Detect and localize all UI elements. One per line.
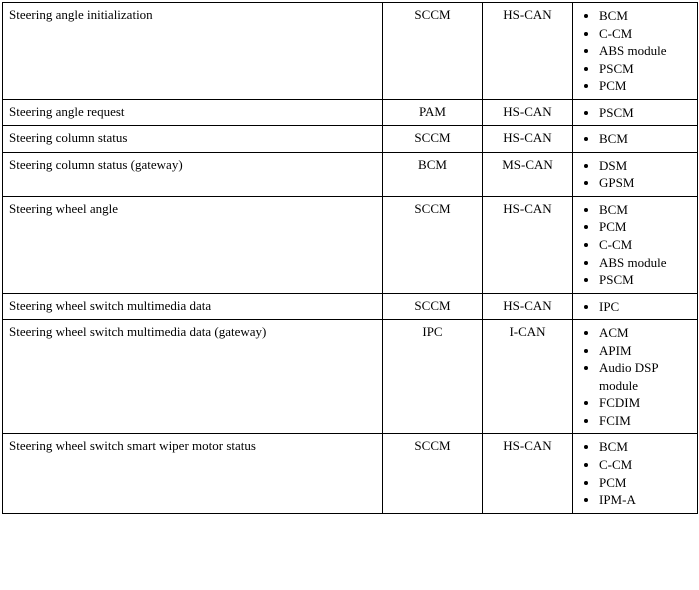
receivers-list: BCMPCMC-CMABS modulePSCM — [583, 201, 691, 289]
bus-cell: HS-CAN — [483, 126, 573, 153]
receivers-list: BCMC-CMPCMIPM-A — [583, 438, 691, 508]
receivers-list: IPC — [583, 298, 691, 316]
receiver-item: FCDIM — [599, 394, 691, 412]
receiver-item: FCIM — [599, 412, 691, 430]
message-cell: Steering column status (gateway) — [3, 152, 383, 196]
bus-cell: HS-CAN — [483, 3, 573, 100]
message-cell: Steering wheel angle — [3, 196, 383, 293]
receiver-item: ABS module — [599, 254, 691, 272]
receivers-list: PSCM — [583, 104, 691, 122]
receivers-cell: BCMC-CMPCMIPM-A — [573, 434, 698, 513]
receiver-item: GPSM — [599, 174, 691, 192]
receiver-item: IPC — [599, 298, 691, 316]
receiver-item: ABS module — [599, 42, 691, 60]
bus-cell: I-CAN — [483, 320, 573, 434]
receiver-item: IPM-A — [599, 491, 691, 509]
receiver-item: PCM — [599, 218, 691, 236]
receiver-item: PCM — [599, 474, 691, 492]
source-cell: PAM — [383, 99, 483, 126]
receiver-item: C-CM — [599, 236, 691, 254]
table-row: Steering angle requestPAMHS-CAN PSCM — [3, 99, 698, 126]
message-cell: Steering wheel switch smart wiper motor … — [3, 434, 383, 513]
table-row: Steering column statusSCCMHS-CAN BCM — [3, 126, 698, 153]
message-cell: Steering column status — [3, 126, 383, 153]
table-row: Steering column status (gateway)BCMMS-CA… — [3, 152, 698, 196]
receivers-cell: PSCM — [573, 99, 698, 126]
table-row: Steering wheel switch multimedia dataSCC… — [3, 293, 698, 320]
receiver-item: BCM — [599, 438, 691, 456]
signal-table: Steering angle initializationSCCMHS-CANB… — [2, 2, 698, 514]
bus-cell: HS-CAN — [483, 99, 573, 126]
receiver-item: PSCM — [599, 271, 691, 289]
table-row: Steering wheel switch smart wiper motor … — [3, 434, 698, 513]
message-cell: Steering wheel switch multimedia data (g… — [3, 320, 383, 434]
receiver-item: APIM — [599, 342, 691, 360]
receivers-list: DSMGPSM — [583, 157, 691, 192]
receiver-item: C-CM — [599, 25, 691, 43]
bus-cell: MS-CAN — [483, 152, 573, 196]
receiver-item: ACM — [599, 324, 691, 342]
receivers-list: BCMC-CMABS modulePSCMPCM — [583, 7, 691, 95]
source-cell: SCCM — [383, 293, 483, 320]
receivers-list: ACMAPIMAudio DSP moduleFCDIMFCIM — [583, 324, 691, 429]
table-row: Steering angle initializationSCCMHS-CANB… — [3, 3, 698, 100]
receivers-cell: BCM — [573, 126, 698, 153]
receiver-item: C-CM — [599, 456, 691, 474]
source-cell: SCCM — [383, 434, 483, 513]
source-cell: SCCM — [383, 196, 483, 293]
receiver-item: Audio DSP module — [599, 359, 691, 394]
receivers-cell: ACMAPIMAudio DSP moduleFCDIMFCIM — [573, 320, 698, 434]
table-row: Steering wheel angleSCCMHS-CANBCMPCMC-CM… — [3, 196, 698, 293]
message-cell: Steering angle request — [3, 99, 383, 126]
receiver-item: PSCM — [599, 104, 691, 122]
bus-cell: HS-CAN — [483, 293, 573, 320]
receivers-cell: BCMPCMC-CMABS modulePSCM — [573, 196, 698, 293]
receiver-item: DSM — [599, 157, 691, 175]
receiver-item: BCM — [599, 201, 691, 219]
bus-cell: HS-CAN — [483, 434, 573, 513]
bus-cell: HS-CAN — [483, 196, 573, 293]
receivers-cell: BCMC-CMABS modulePSCMPCM — [573, 3, 698, 100]
receiver-item: BCM — [599, 130, 691, 148]
message-cell: Steering angle initialization — [3, 3, 383, 100]
receiver-item: BCM — [599, 7, 691, 25]
table-row: Steering wheel switch multimedia data (g… — [3, 320, 698, 434]
receivers-list: BCM — [583, 130, 691, 148]
receiver-item: PCM — [599, 77, 691, 95]
source-cell: SCCM — [383, 126, 483, 153]
source-cell: SCCM — [383, 3, 483, 100]
receiver-item: PSCM — [599, 60, 691, 78]
receivers-cell: IPC — [573, 293, 698, 320]
receivers-cell: DSMGPSM — [573, 152, 698, 196]
message-cell: Steering wheel switch multimedia data — [3, 293, 383, 320]
source-cell: IPC — [383, 320, 483, 434]
source-cell: BCM — [383, 152, 483, 196]
